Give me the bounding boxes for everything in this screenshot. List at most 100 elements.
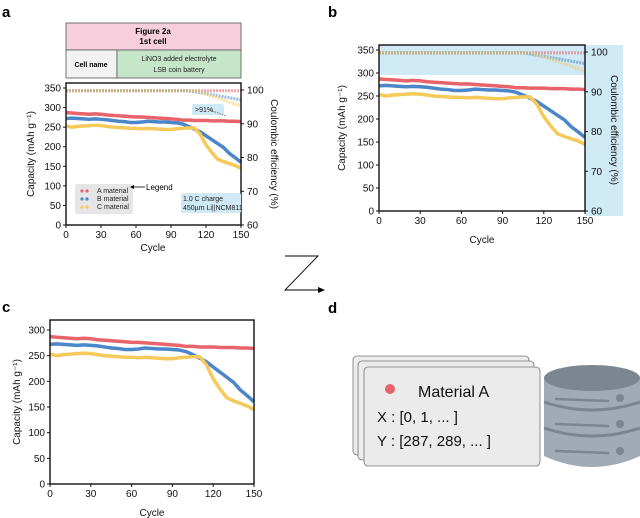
table-label-cell <box>65 49 118 79</box>
x-tick-label: 150 <box>577 216 594 227</box>
capacity-series-a <box>378 77 586 92</box>
condition-line-1: 1.0 C charge <box>183 196 223 203</box>
chart-c-ylabel: Capacity (mAh g⁻¹) <box>12 359 23 445</box>
y-tick-label: 100 <box>28 428 45 439</box>
y-tick-label: 250 <box>44 123 61 134</box>
x-tick-label: 30 <box>415 216 427 227</box>
chart-c-xlabel: Cycle <box>139 508 164 518</box>
legend-box <box>75 184 133 214</box>
ce-threshold-label: >91% <box>195 107 213 114</box>
y-tick-label: 150 <box>357 138 374 149</box>
data-card-y-values: Y : [287, 289, ... ] <box>377 433 491 450</box>
table-title: Figure 2a <box>135 27 171 36</box>
legend-pointer-arrowhead <box>130 185 134 189</box>
plot-frame <box>65 82 242 226</box>
panel-label-a: a <box>2 4 11 21</box>
capacity-series-b <box>49 342 256 404</box>
legend-marker-a <box>80 189 84 193</box>
legend-label-b: B material <box>97 196 129 203</box>
y-tick-label: 300 <box>28 326 45 337</box>
x-tick-label: 90 <box>167 489 179 500</box>
condition-line-2: 450µm Li||NCM811 <box>183 205 243 212</box>
capacity-series-b <box>378 83 587 139</box>
x-tick-label: 90 <box>165 230 177 241</box>
y-tick-label: 50 <box>34 454 46 465</box>
flow-arrow-icon <box>283 255 325 293</box>
y-tick-label: 200 <box>28 377 45 388</box>
legend-marker-a <box>85 189 89 193</box>
x-tick-label: 30 <box>95 230 107 241</box>
x-tick-label: 30 <box>85 489 97 500</box>
table-row-label: Cell name <box>74 62 107 69</box>
chart-b-y2label: Coulombic efficiency (%) <box>608 75 619 185</box>
x-tick-label: 150 <box>246 489 263 500</box>
table-row-value-1: LiNO3 added electrolyte <box>141 56 216 63</box>
panel-label-d: d <box>328 300 337 317</box>
y-tick-label: 50 <box>363 184 375 195</box>
y-tick-label: 100 <box>357 161 374 172</box>
table-value-cell <box>116 49 242 79</box>
y-tick-label: 150 <box>28 403 45 414</box>
ce-highlight-band <box>379 45 585 75</box>
chart-a-xlabel: Cycle <box>140 243 165 254</box>
table-subtitle: 1st cell <box>139 37 166 46</box>
data-card-front <box>363 366 541 467</box>
y2-tick-label: 60 <box>247 221 259 232</box>
x-tick-label: 60 <box>456 216 468 227</box>
chart-b-xlabel: Cycle <box>469 235 494 246</box>
y-tick-label: 100 <box>44 181 61 192</box>
y-tick-label: 300 <box>357 69 374 80</box>
y-tick-label: 200 <box>44 142 61 153</box>
material-color-dot <box>385 384 395 394</box>
database-icon <box>543 365 640 467</box>
y2-tick-label: 70 <box>247 187 259 198</box>
capacity-series-c <box>65 123 242 170</box>
x-tick-label: 0 <box>63 230 69 241</box>
capacity-series-b <box>65 116 243 164</box>
data-card-x-values: X : [0, 1, ... ] <box>377 409 458 426</box>
panel-label-b: b <box>328 4 337 21</box>
info-table: Figure 2a 1st cell Cell name LiNO3 added… <box>65 22 242 79</box>
condition-box <box>181 193 241 213</box>
y-tick-label: 0 <box>368 207 374 218</box>
chart-c: 0 30 60 90 120 150 0 50 100 150 200 250 300 <box>28 319 263 500</box>
legend-label-c: C material <box>97 204 129 211</box>
x-tick-label: 0 <box>376 216 382 227</box>
y2-tick-label: 70 <box>591 167 603 178</box>
y-tick-label: 0 <box>39 480 45 491</box>
x-tick-label: 60 <box>126 489 138 500</box>
y-tick-label: 200 <box>357 115 374 126</box>
table-header-cell <box>65 22 242 51</box>
y-tick-label: 250 <box>357 92 374 103</box>
y2-tick-label: 100 <box>591 48 608 59</box>
legend-marker-b <box>80 197 84 201</box>
y2-tick-label: 100 <box>247 86 264 97</box>
y2-tick-label: 90 <box>591 87 603 98</box>
capacity-series-a <box>49 334 255 351</box>
panel-label-c: c <box>2 299 10 316</box>
data-card-stack: Material A X : [0, 1, ... ] Y : [287, 28… <box>352 355 541 467</box>
x-tick-label: 0 <box>47 489 53 500</box>
y-tick-label: 300 <box>44 103 61 114</box>
data-card-title: Material A <box>418 384 489 401</box>
y2-tick-label: 80 <box>247 153 259 164</box>
table-row-value-2: LSB coin battery <box>153 67 205 74</box>
y-tick-label: 50 <box>50 201 62 212</box>
y-tick-label: 350 <box>357 46 374 57</box>
chart-a-ylabel: Capacity (mAh g⁻¹) <box>26 111 37 197</box>
y-tick-label: 150 <box>44 162 61 173</box>
capacity-series-c <box>378 91 586 146</box>
chart-b-ylabel: Capacity (mAh g⁻¹) <box>337 85 348 171</box>
ce-axis-highlight <box>585 45 623 216</box>
legend-marker-b <box>85 197 89 201</box>
x-tick-label: 120 <box>205 489 222 500</box>
plot-frame <box>378 44 586 212</box>
x-tick-label: 150 <box>233 230 250 241</box>
chart-b: 0 30 60 90 120 150 0 50 100 150 200 250 300 350 60 70 80… <box>357 44 608 227</box>
legend-marker-c <box>80 205 84 209</box>
x-tick-label: 90 <box>497 216 509 227</box>
y2-tick-label: 80 <box>591 127 603 138</box>
y-tick-label: 250 <box>28 351 45 362</box>
legend-pointer-label: Legend <box>146 183 173 192</box>
